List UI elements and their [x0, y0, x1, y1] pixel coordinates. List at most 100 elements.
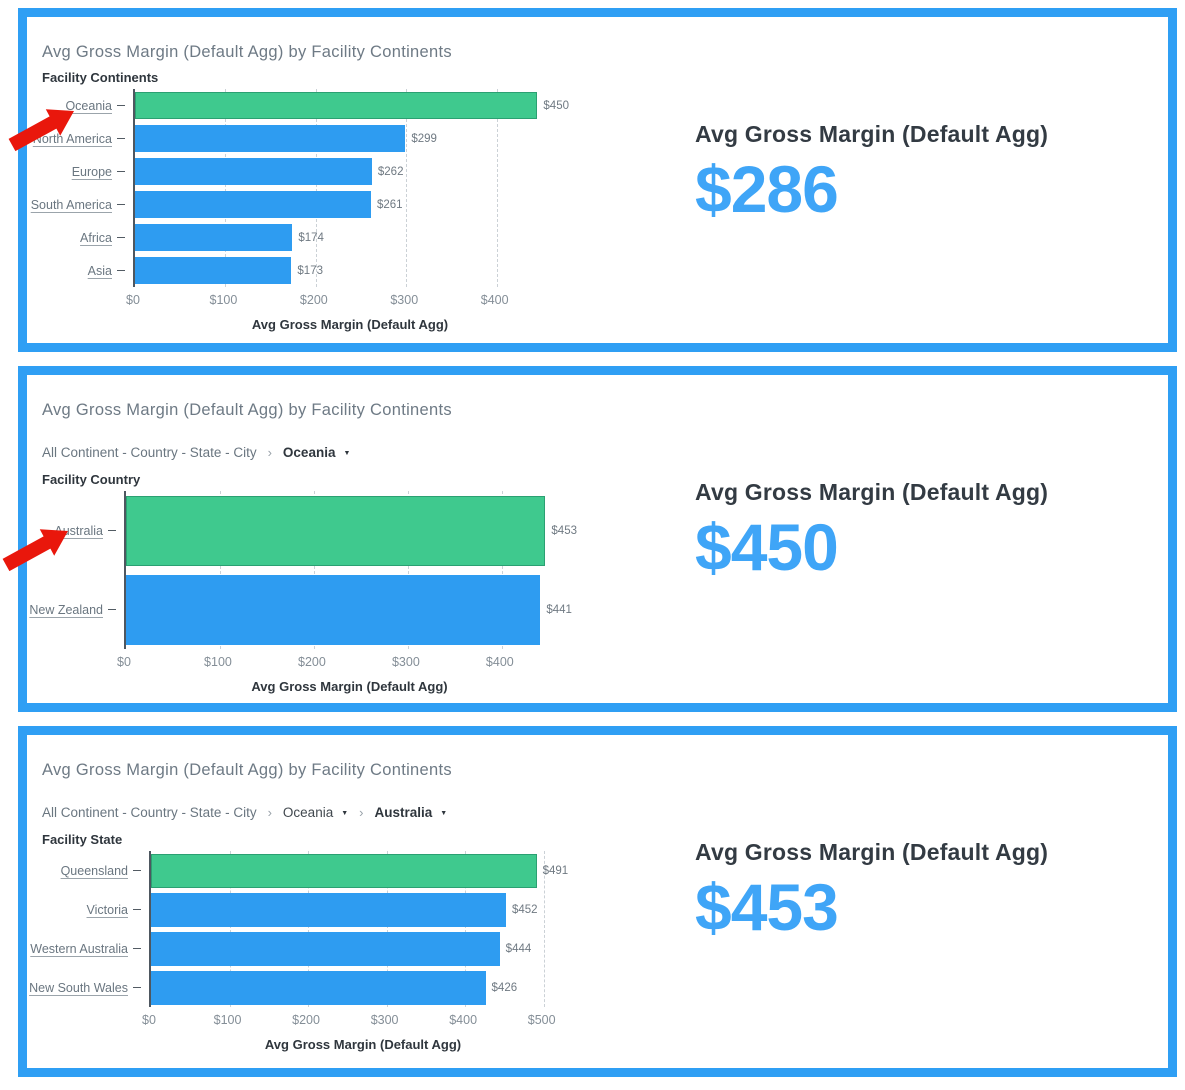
plot-area: Queensland $491 Victoria $452 Western Austra…: [29, 851, 579, 1007]
gridline: [406, 89, 408, 287]
x-axis-ticks: $0 $100 $200 $300 $400 $500: [142, 1013, 577, 1029]
gridline: [386, 851, 388, 1007]
bar[interactable]: [126, 495, 546, 566]
x-tick-label: $0: [117, 655, 131, 669]
x-tick-label: $300: [390, 293, 419, 307]
y-tick: [117, 138, 125, 139]
gridline: [219, 491, 221, 649]
dropdown-caret-icon: ▼: [440, 809, 448, 817]
bar-row: Oceania $450: [65, 89, 569, 122]
y-label: Africa: [80, 231, 125, 245]
y-label: Western Australia: [30, 942, 141, 956]
gridline: [465, 851, 467, 1007]
x-tick-label: $400: [449, 1013, 478, 1027]
bar-row: South America $261: [31, 188, 569, 221]
x-axis-title: Avg Gross Margin (Default Agg): [264, 1037, 462, 1052]
bar[interactable]: [135, 224, 293, 251]
x-tick-label: $200: [298, 655, 326, 669]
gridline: [501, 491, 503, 649]
kpi-value: $450: [695, 510, 839, 584]
bar[interactable]: [135, 125, 406, 152]
bar-value-label: $452: [511, 903, 538, 916]
kpi-value: $286: [695, 152, 839, 226]
breadcrumb-root[interactable]: All Continent - Country - State - City: [42, 444, 257, 460]
bar-value-label: $174: [298, 231, 324, 244]
breadcrumb-item-label: Australia: [374, 804, 433, 820]
y-tick: [108, 609, 116, 610]
dashboard-panel-state: Avg Gross Margin (Default Agg) by Facili…: [18, 726, 1177, 1077]
breadcrumb-chevron-icon: ›: [267, 444, 272, 460]
y-tick: [117, 105, 125, 106]
bar-value-label: $450: [543, 99, 569, 112]
bar-value-label: $426: [491, 981, 518, 994]
breadcrumb-chevron-icon: ›: [359, 804, 364, 820]
category-axis-title: Facility Continents: [42, 70, 159, 85]
kpi: Avg Gross Margin (Default Agg) $450: [695, 479, 1048, 580]
breadcrumb-root[interactable]: All Continent - Country - State - City: [42, 804, 257, 820]
breadcrumb: All Continent - Country - State - City › O…: [42, 443, 1168, 461]
x-tick-label: $100: [209, 293, 238, 307]
bar-row: Asia $173: [88, 254, 569, 287]
y-tick: [108, 530, 116, 531]
y-tick: [117, 237, 125, 238]
x-tick-label: $500: [527, 1013, 556, 1027]
x-axis-ticks: $0 $100 $200 $300 $400: [117, 655, 575, 671]
bar-row: Africa $174: [80, 221, 569, 254]
bar-chart-country: Australia $453 New Zealand $441 $0 $100 $200 $…: [29, 491, 1168, 694]
bar-row: New South Wales $426: [29, 968, 579, 1007]
y-label: Queensland: [61, 864, 141, 878]
bar[interactable]: [135, 158, 372, 185]
breadcrumb-item-label: Oceania: [282, 804, 334, 820]
bar-row: Australia $453: [54, 491, 577, 570]
bar[interactable]: [135, 191, 371, 218]
bar[interactable]: [135, 92, 538, 119]
breadcrumb-item[interactable]: Australia ▼: [375, 805, 448, 820]
y-label: Australia: [54, 524, 116, 538]
category-link[interactable]: Western Australia: [30, 941, 128, 956]
breadcrumb: All Continent - Country - State - City › O…: [42, 803, 1168, 821]
gridline: [313, 491, 315, 649]
dashboard-panel-continents: Avg Gross Margin (Default Agg) by Facili…: [18, 8, 1177, 352]
bar[interactable]: [151, 970, 486, 1005]
gridline: [225, 89, 227, 287]
category-link[interactable]: Queensland: [60, 863, 128, 878]
bar-value-label: $173: [297, 264, 323, 277]
category-link[interactable]: Africa: [80, 230, 112, 245]
y-tick: [117, 204, 125, 205]
bar[interactable]: [151, 853, 537, 888]
x-tick-label: $100: [204, 655, 232, 669]
y-tick: [133, 948, 141, 949]
category-link[interactable]: New South Wales: [29, 980, 128, 995]
kpi-title: Avg Gross Margin (Default Agg): [695, 121, 1049, 147]
category-link[interactable]: North America: [32, 131, 112, 146]
gridline: [315, 89, 317, 287]
bar-chart-state: Queensland $491 Victoria $452 Western Austra…: [29, 851, 1168, 1052]
gridline: [229, 851, 231, 1007]
category-link[interactable]: Asia: [87, 263, 112, 278]
bar-value-label: $261: [376, 198, 403, 211]
bar-row: Victoria $452: [87, 890, 579, 929]
bar[interactable]: [126, 574, 541, 645]
gridline: [308, 851, 310, 1007]
category-link[interactable]: Victoria: [86, 902, 128, 917]
bar[interactable]: [135, 257, 292, 284]
breadcrumb-item[interactable]: Oceania ▼: [283, 445, 350, 460]
bar-chart-continents: Oceania $450 North America $299 Europe $262 So…: [31, 89, 1168, 332]
bar-row: Queensland $491: [61, 851, 579, 890]
category-link[interactable]: South America: [30, 197, 112, 212]
category-link[interactable]: Europe: [71, 164, 112, 179]
gridline: [543, 851, 545, 1007]
category-link[interactable]: New Zealand: [29, 602, 103, 617]
category-link[interactable]: Oceania: [65, 98, 112, 113]
category-link[interactable]: Australia: [54, 523, 103, 538]
dashboard-panel-country: Avg Gross Margin (Default Agg) by Facili…: [18, 366, 1177, 712]
bar-value-label: $441: [546, 603, 572, 616]
bar[interactable]: [151, 931, 500, 966]
bar[interactable]: [151, 892, 506, 927]
x-axis-ticks: $0 $100 $200 $300 $400: [126, 293, 567, 309]
y-label: Europe: [72, 165, 125, 179]
kpi-title: Avg Gross Margin (Default Agg): [695, 479, 1049, 505]
x-tick-label: $300: [391, 655, 420, 669]
y-label: North America: [33, 132, 125, 146]
breadcrumb-item[interactable]: Oceania ▼: [283, 805, 348, 820]
